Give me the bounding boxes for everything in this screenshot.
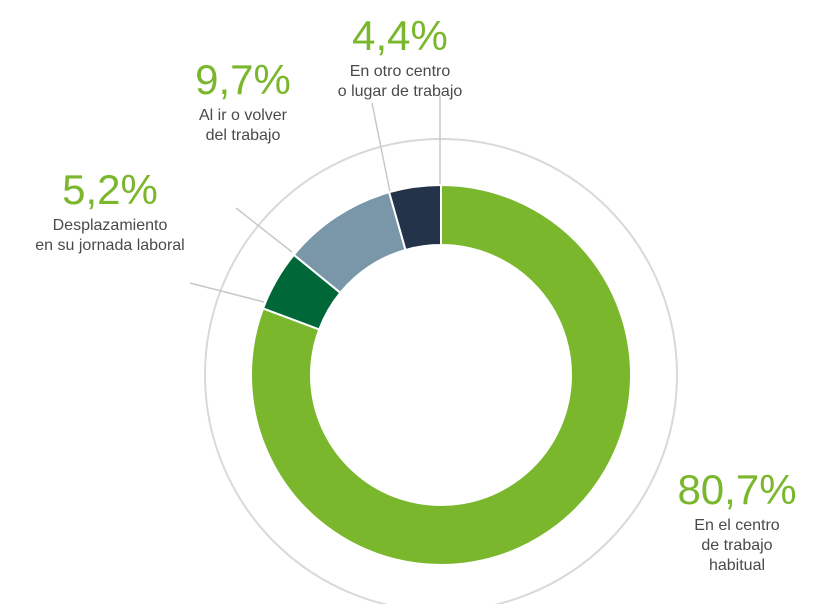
- category-label: Desplazamiento en su jornada laboral: [35, 217, 185, 254]
- outer-ring: [204, 138, 678, 604]
- value-label: 4,4%: [352, 12, 448, 59]
- value-label: 80,7%: [677, 466, 797, 513]
- value-label: 5,2%: [62, 166, 158, 213]
- category-label: En otro centro o lugar de trabajo: [337, 63, 463, 100]
- leader-line: [235, 207, 293, 253]
- segment-label: 5,2% Desplazamiento en su jornada laboral: [35, 168, 184, 256]
- category-label: En el centro de trabajo habitual: [694, 517, 780, 574]
- leader-line: [189, 282, 265, 303]
- donut-segment: [250, 183, 632, 566]
- category-label: Al ir o volver del trabajo: [198, 107, 288, 144]
- leader-line: [371, 102, 391, 193]
- segment-label: 80,7% En el centro de trabajo habitual: [677, 468, 796, 576]
- donut-segment: [387, 183, 442, 252]
- segment-label: 9,7% Al ir o volver del trabajo: [195, 58, 291, 146]
- value-label: 9,7%: [195, 56, 291, 103]
- leader-lines: [189, 95, 441, 303]
- segment-label: 4,4% En otro centro o lugar de trabajo: [338, 14, 463, 102]
